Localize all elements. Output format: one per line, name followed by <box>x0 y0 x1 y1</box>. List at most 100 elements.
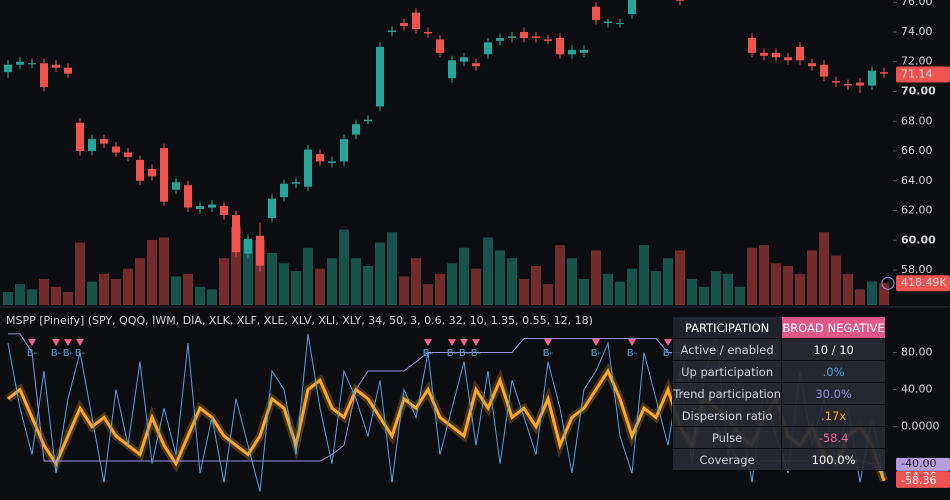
candle-body <box>472 63 480 67</box>
volume-bar <box>615 281 625 305</box>
volume-bar <box>51 286 61 305</box>
candle-body <box>124 152 132 157</box>
volume-bar <box>651 271 661 305</box>
signal-marker <box>628 339 636 346</box>
row-value: 30.0% <box>781 382 886 405</box>
row-value: 100.0% <box>781 448 886 471</box>
signal-label: B- <box>51 348 62 359</box>
volume-bar <box>639 245 649 305</box>
candle-body <box>340 139 348 162</box>
candle-body <box>580 49 588 53</box>
volume-bar <box>795 273 805 305</box>
row-label: Active / enabled <box>671 338 783 361</box>
volume-bar <box>663 258 673 305</box>
candle-body <box>28 63 36 65</box>
volume-bar <box>675 250 685 305</box>
candle-body <box>448 60 456 79</box>
candle-body <box>76 122 84 152</box>
volume-bar <box>459 247 469 305</box>
candle-body <box>424 31 432 34</box>
candle-body <box>388 30 396 32</box>
signal-marker <box>544 339 552 346</box>
volume-bar <box>147 240 157 305</box>
candle-body <box>100 139 108 144</box>
signal-label: B- <box>447 348 458 359</box>
volume-bar <box>735 286 745 305</box>
candle-body <box>784 57 792 61</box>
candle-body <box>748 37 756 53</box>
volume-bar <box>543 284 553 305</box>
signal-marker <box>52 339 60 346</box>
candle-body <box>544 39 552 41</box>
volume-bar <box>315 268 325 305</box>
signal-marker <box>460 339 468 346</box>
candle-body <box>148 168 156 177</box>
alert-icon <box>881 276 895 290</box>
value-badge <box>896 457 950 471</box>
candle-body <box>496 37 504 41</box>
candle-body <box>400 23 408 27</box>
table-row: Trend participation 30.0% <box>671 382 886 405</box>
value-badge-label: -58.36 <box>901 474 936 487</box>
table-header: PARTICIPATION BROAD NEGATIVE <box>671 316 886 339</box>
candle-body <box>160 148 168 202</box>
candle-body <box>292 182 300 184</box>
volume-bar <box>603 273 613 305</box>
volume-bar <box>759 245 769 305</box>
volume-bar <box>171 276 181 305</box>
signal-marker <box>592 339 600 346</box>
candle-body <box>64 67 72 74</box>
row-value: 10 / 10 <box>781 338 886 361</box>
signal-marker <box>664 339 672 346</box>
volume-bar <box>819 232 829 305</box>
volume-bar <box>843 273 853 305</box>
volume-bar <box>831 255 841 305</box>
candle-body <box>232 214 240 253</box>
volume-bar <box>783 266 793 305</box>
row-value: .0% <box>781 360 886 383</box>
volume-bar <box>507 258 517 305</box>
volume-bar <box>339 229 349 305</box>
volume-bar <box>207 289 217 305</box>
volume-bar <box>771 263 781 305</box>
y-tick-label: 68.00 <box>901 114 933 127</box>
candle-body <box>16 61 24 65</box>
signal-label: B- <box>75 348 86 359</box>
row-value: .17x <box>781 404 886 427</box>
volume-bar <box>531 266 541 305</box>
signal-marker <box>448 339 456 346</box>
signal-label: B- <box>27 348 38 359</box>
volume-bar <box>687 279 697 305</box>
row-label: Trend participation <box>671 382 783 405</box>
volume-bar <box>27 289 37 305</box>
volume-bar <box>363 266 373 305</box>
value-badge-label: -40.00 <box>901 457 936 470</box>
candle-body <box>40 63 48 88</box>
candle-body <box>760 52 768 56</box>
table-row: Up participation .0% <box>671 360 886 383</box>
candle-body <box>208 204 216 208</box>
volume-bar <box>15 284 25 305</box>
volume-bar <box>495 250 505 305</box>
signal-label: B- <box>663 348 674 359</box>
candle-body <box>556 37 564 55</box>
candle-body <box>436 39 444 53</box>
last-price-label: 71.14 <box>901 68 933 81</box>
y-tick-label: 72.00 <box>901 55 933 68</box>
signal-label: B- <box>471 348 482 359</box>
candle-body <box>304 149 312 187</box>
volume-bar <box>387 232 397 305</box>
y-tick-label: 60.00 <box>901 233 936 246</box>
volume-bar <box>519 279 529 305</box>
table-row: Dispersion ratio .17x <box>671 404 886 427</box>
volume-bar <box>183 273 193 305</box>
volume-bar <box>267 253 277 305</box>
volume-bar <box>3 292 13 305</box>
volume-bar <box>627 268 637 305</box>
candle-body <box>220 206 228 215</box>
volume-label: 418.49K <box>901 276 947 289</box>
volume-bar <box>63 292 73 305</box>
candle-body <box>4 64 12 73</box>
candle-body <box>532 36 540 38</box>
candle-body <box>568 49 576 55</box>
